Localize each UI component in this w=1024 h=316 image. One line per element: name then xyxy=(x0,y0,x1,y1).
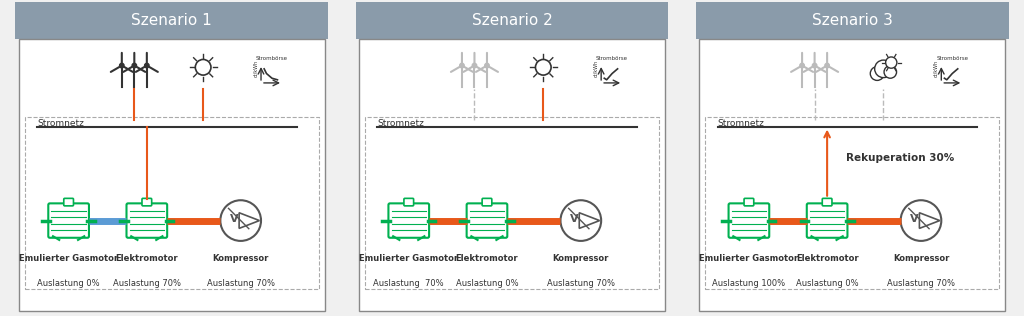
FancyBboxPatch shape xyxy=(467,204,507,238)
Text: Szenario 2: Szenario 2 xyxy=(472,13,552,28)
Text: Kompressor: Kompressor xyxy=(893,254,949,263)
Text: ct/kWh: ct/kWh xyxy=(253,60,258,77)
Text: Emulierter Gasmotor: Emulierter Gasmotor xyxy=(359,254,459,263)
FancyBboxPatch shape xyxy=(728,204,769,238)
Text: Elektromotor: Elektromotor xyxy=(116,254,178,263)
Text: Auslastung 70%: Auslastung 70% xyxy=(113,279,181,288)
Text: Stromnetz: Stromnetz xyxy=(718,119,765,128)
Text: Emulierter Gasmotor: Emulierter Gasmotor xyxy=(699,254,799,263)
Text: Rekuperation 30%: Rekuperation 30% xyxy=(846,153,954,163)
Text: Auslastung 0%: Auslastung 0% xyxy=(796,279,858,288)
Circle shape xyxy=(120,63,124,68)
Text: V: V xyxy=(910,214,919,224)
Polygon shape xyxy=(580,213,600,228)
Circle shape xyxy=(901,200,941,241)
FancyBboxPatch shape xyxy=(807,204,848,238)
FancyBboxPatch shape xyxy=(127,204,167,238)
Circle shape xyxy=(132,63,136,68)
Circle shape xyxy=(196,59,211,75)
Text: V: V xyxy=(570,214,579,224)
Circle shape xyxy=(460,63,464,68)
Circle shape xyxy=(870,67,884,80)
Text: ct/kWh: ct/kWh xyxy=(593,60,598,77)
Circle shape xyxy=(886,57,897,68)
Text: Elektromotor: Elektromotor xyxy=(456,254,518,263)
Text: ct/kWh: ct/kWh xyxy=(933,60,938,77)
Circle shape xyxy=(560,200,601,241)
FancyBboxPatch shape xyxy=(48,204,89,238)
Text: Elektromotor: Elektromotor xyxy=(796,254,858,263)
Text: Strombörse: Strombörse xyxy=(596,56,628,61)
FancyBboxPatch shape xyxy=(63,198,74,206)
Text: Kompressor: Kompressor xyxy=(213,254,269,263)
FancyBboxPatch shape xyxy=(355,2,669,39)
FancyBboxPatch shape xyxy=(706,117,999,289)
Text: Auslastung 100%: Auslastung 100% xyxy=(713,279,785,288)
Text: Stromnetz: Stromnetz xyxy=(37,119,84,128)
Circle shape xyxy=(144,63,150,68)
Text: Auslastung 0%: Auslastung 0% xyxy=(37,279,100,288)
Text: Auslastung 70%: Auslastung 70% xyxy=(207,279,274,288)
FancyBboxPatch shape xyxy=(25,117,318,289)
Text: Strombörse: Strombörse xyxy=(936,56,969,61)
Circle shape xyxy=(472,63,477,68)
FancyBboxPatch shape xyxy=(744,198,754,206)
FancyBboxPatch shape xyxy=(365,117,659,289)
Circle shape xyxy=(884,66,897,78)
Text: Strombörse: Strombörse xyxy=(256,56,288,61)
Polygon shape xyxy=(920,213,940,228)
FancyBboxPatch shape xyxy=(698,39,1006,311)
Text: Auslastung 70%: Auslastung 70% xyxy=(547,279,614,288)
Circle shape xyxy=(536,59,551,75)
FancyBboxPatch shape xyxy=(822,198,831,206)
Text: Szenario 3: Szenario 3 xyxy=(812,13,893,28)
FancyBboxPatch shape xyxy=(482,198,492,206)
FancyBboxPatch shape xyxy=(358,39,666,311)
FancyBboxPatch shape xyxy=(695,2,1009,39)
Circle shape xyxy=(484,63,489,68)
FancyBboxPatch shape xyxy=(15,2,329,39)
Text: Emulierter Gasmotor: Emulierter Gasmotor xyxy=(19,254,118,263)
Text: Kompressor: Kompressor xyxy=(553,254,609,263)
Text: Auslastung 0%: Auslastung 0% xyxy=(456,279,518,288)
Text: Auslastung 70%: Auslastung 70% xyxy=(887,279,955,288)
Circle shape xyxy=(812,63,817,68)
FancyBboxPatch shape xyxy=(142,198,152,206)
FancyBboxPatch shape xyxy=(403,198,414,206)
Text: Szenario 1: Szenario 1 xyxy=(131,13,212,28)
Text: Stromnetz: Stromnetz xyxy=(378,119,424,128)
Circle shape xyxy=(874,60,892,78)
Text: Auslastung  70%: Auslastung 70% xyxy=(374,279,444,288)
Polygon shape xyxy=(240,213,259,228)
Circle shape xyxy=(220,200,261,241)
FancyBboxPatch shape xyxy=(388,204,429,238)
Text: V: V xyxy=(230,214,239,224)
FancyBboxPatch shape xyxy=(18,39,326,311)
Circle shape xyxy=(800,63,804,68)
Circle shape xyxy=(825,63,829,68)
